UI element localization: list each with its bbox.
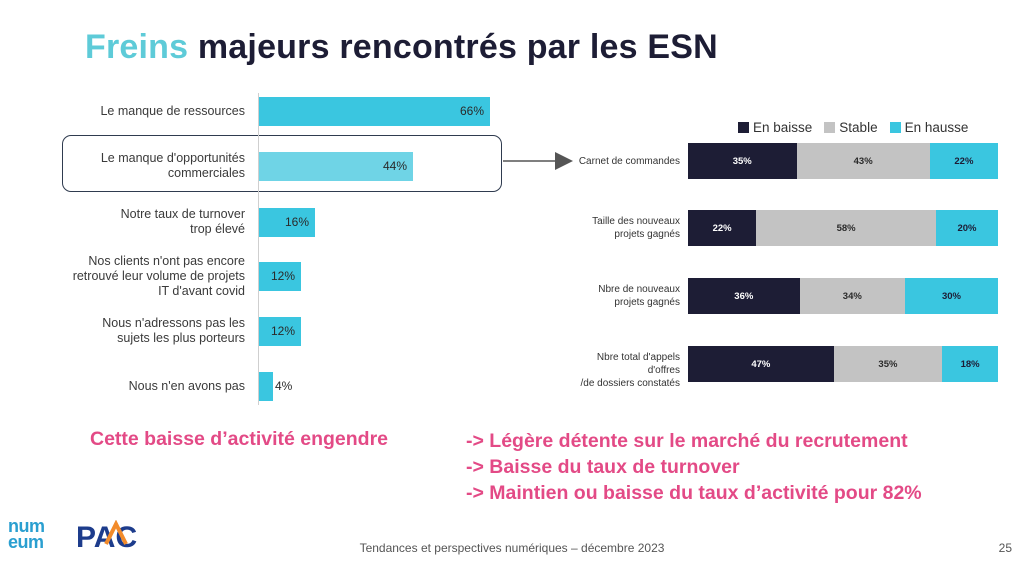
bar bbox=[259, 371, 273, 401]
bar-segment: 43% bbox=[796, 143, 930, 179]
stacked-bar: 36% 34% 30% bbox=[688, 278, 998, 314]
legend-item-en-hausse: En hausse bbox=[889, 120, 969, 135]
category-label: Notre taux de turnover trop élevé bbox=[120, 207, 245, 236]
left-chart-axis bbox=[258, 93, 259, 405]
callout-intro: Cette baisse d’activité engendre bbox=[90, 428, 389, 450]
bar-segment: 30% bbox=[904, 278, 998, 314]
bar-segment: 58% bbox=[756, 210, 936, 246]
category-label: Nous n'en avons pas bbox=[128, 378, 245, 393]
bar-segment: 34% bbox=[799, 278, 905, 314]
legend-swatch bbox=[824, 122, 836, 133]
bar: 16% bbox=[259, 207, 315, 237]
highlight-box bbox=[62, 135, 502, 192]
callout-line: -> Légère détente sur le marché du recru… bbox=[466, 430, 908, 452]
category-label: Nos clients n'ont pas encore retrouvé le… bbox=[72, 253, 245, 298]
bar-segment: 35% bbox=[688, 143, 797, 179]
legend-swatch bbox=[889, 122, 901, 133]
row-label: Nbre de nouveaux projets gagnés bbox=[598, 284, 680, 308]
page-number: 25 bbox=[998, 541, 1012, 555]
legend-item-en-baisse: En baisse bbox=[738, 120, 812, 135]
bar-value-label: 44% bbox=[382, 159, 407, 173]
row-label: Nbre total d'appels d'offres /de dossier… bbox=[580, 352, 681, 389]
bar-segment: 22% bbox=[929, 143, 998, 179]
category-label: Le manque de ressources bbox=[100, 103, 245, 118]
stacked-bar: 22% 58% 20% bbox=[688, 210, 998, 246]
bar-value-label: 16% bbox=[284, 215, 309, 229]
legend-item-stable: Stable bbox=[824, 120, 878, 135]
pac-logo: PAC bbox=[76, 520, 137, 554]
legend-swatch bbox=[738, 122, 749, 133]
stacked-bar: 35% 43% 22% bbox=[688, 143, 998, 179]
bar-segment: 35% bbox=[833, 346, 943, 382]
bar-segment: 22% bbox=[688, 210, 757, 246]
bar-segment: 47% bbox=[688, 346, 834, 382]
bar-value-label: 12% bbox=[270, 324, 295, 338]
bar: 12% bbox=[259, 261, 301, 291]
bar: 44% bbox=[259, 151, 413, 181]
bar-segment: 20% bbox=[935, 210, 998, 246]
title-accent: Freins bbox=[85, 28, 189, 66]
bar-value-label: 4% bbox=[275, 379, 293, 393]
row-label: Carnet de commandes bbox=[578, 155, 680, 167]
footer-text: Tendances et perspectives numériques – d… bbox=[359, 541, 665, 555]
legend-label: En hausse bbox=[904, 120, 969, 135]
bar: 66% bbox=[259, 96, 490, 126]
legend-label: Stable bbox=[839, 120, 878, 135]
frein-bar-chart: Le manque de ressources 66% Le manque d'op… bbox=[0, 0, 520, 420]
stacked-bar: 47% 35% 18% bbox=[688, 346, 998, 382]
bar-value-label: 66% bbox=[459, 104, 484, 118]
category-label: Nous n'adressons pas les sujets les plus… bbox=[102, 316, 245, 345]
row-label: Taille des nouveaux projets gagnés bbox=[592, 216, 680, 240]
bar: 12% bbox=[259, 316, 301, 346]
slide-title: Freins majeurs rencontrés par les ESN bbox=[85, 28, 718, 67]
bar-segment: 18% bbox=[942, 346, 998, 382]
callout-line: -> Baisse du taux de turnover bbox=[466, 456, 740, 478]
callout-line: -> Maintien ou baisse du taux d’activité… bbox=[466, 482, 922, 504]
pac-logo-text: PAC bbox=[76, 521, 137, 554]
chart-legend: En baisse Stable En hausse bbox=[738, 120, 968, 135]
arrow-right-icon bbox=[503, 152, 573, 170]
category-label: Le manque d'opportunités commerciales bbox=[100, 151, 245, 180]
bar-segment: 36% bbox=[688, 278, 800, 314]
numeum-logo: num eum bbox=[8, 516, 45, 552]
callout-list: -> Légère détente sur le marché du recru… bbox=[466, 428, 922, 506]
title-rest: majeurs rencontrés par les ESN bbox=[188, 28, 718, 66]
bar-value-label: 12% bbox=[270, 269, 295, 283]
legend-label: En baisse bbox=[753, 120, 813, 135]
